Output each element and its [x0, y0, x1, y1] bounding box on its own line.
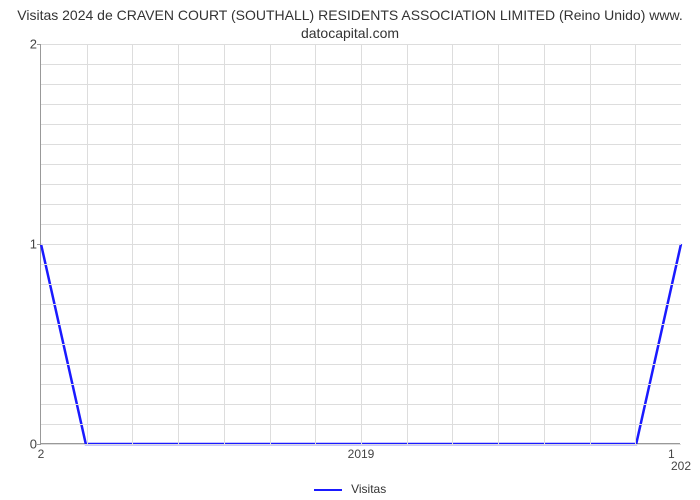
- vgrid: [132, 44, 133, 444]
- x-axis-label: 2: [38, 447, 45, 461]
- y-tick: [37, 444, 41, 445]
- y-tick: [37, 244, 41, 245]
- y-axis-label: 1: [19, 237, 37, 252]
- title-line1: Visitas 2024 de CRAVEN COURT (SOUTHALL) …: [17, 7, 682, 23]
- x-axis-label: 202: [671, 459, 691, 473]
- vgrid: [178, 44, 179, 444]
- title-line2: datocapital.com: [301, 25, 399, 41]
- vgrid: [590, 44, 591, 444]
- legend: Visitas: [0, 482, 700, 496]
- legend-label: Visitas: [351, 482, 386, 496]
- vgrid: [635, 44, 636, 444]
- vgrid: [87, 44, 88, 444]
- legend-swatch: [314, 489, 342, 491]
- hgrid: [41, 444, 681, 445]
- vgrid: [315, 44, 316, 444]
- vgrid: [544, 44, 545, 444]
- vgrid: [498, 44, 499, 444]
- y-tick: [37, 44, 41, 45]
- chart-title: Visitas 2024 de CRAVEN COURT (SOUTHALL) …: [0, 0, 700, 42]
- plot-area: 012220191202: [40, 44, 680, 444]
- y-axis-label: 0: [19, 437, 37, 452]
- x-axis-label: 2019: [348, 447, 375, 461]
- plot-box: 012220191202: [40, 44, 680, 444]
- vgrid: [224, 44, 225, 444]
- vgrid: [452, 44, 453, 444]
- vgrid: [361, 44, 362, 444]
- vgrid: [407, 44, 408, 444]
- y-axis-label: 2: [19, 37, 37, 52]
- vgrid: [270, 44, 271, 444]
